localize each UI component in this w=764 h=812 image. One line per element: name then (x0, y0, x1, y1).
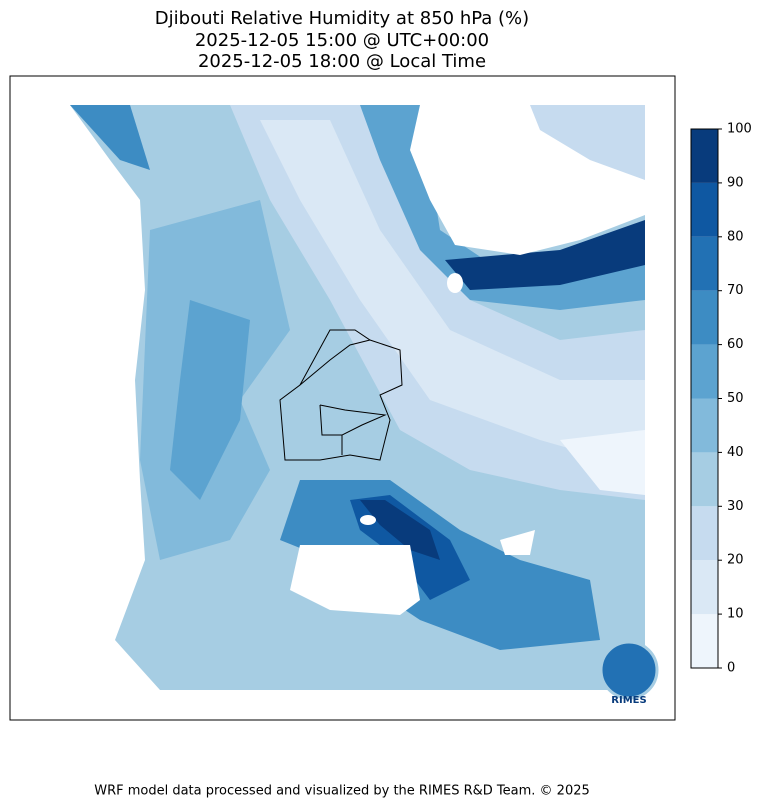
colorbar-tick-label: 60 (727, 337, 744, 352)
colorbar-band (691, 614, 718, 668)
title-line: 2025-12-05 18:00 @ Local Time (198, 51, 486, 72)
colorbar-tick-label: 70 (727, 283, 744, 298)
colorbar-band (691, 506, 718, 561)
colorbar-tick-label: 20 (727, 553, 744, 568)
mask (290, 545, 420, 615)
field (530, 105, 645, 180)
colorbar-band (691, 560, 718, 615)
colorbar-tick-label: 40 (727, 445, 744, 460)
field (170, 300, 250, 500)
logo-text: RIMES (611, 695, 646, 706)
field (360, 500, 440, 560)
colorbar-tick-label: 80 (727, 229, 744, 244)
colorbar: 0 10 20 30 40 50 60 70 80 90 100 (690, 122, 752, 676)
logo (599, 640, 659, 700)
mask (360, 515, 376, 525)
colorbar-tick-label: 10 (727, 607, 744, 622)
colorbar-band (691, 344, 718, 399)
colorbar-tick-label: 50 (727, 391, 744, 406)
field (70, 105, 150, 170)
border (299, 339, 371, 386)
colorbar-band (691, 182, 718, 237)
colorbar-band (691, 290, 718, 345)
map: RIMES (9, 75, 676, 721)
colorbar-tick-label: 90 (727, 175, 744, 190)
field (445, 220, 645, 290)
colorbar-band (691, 398, 718, 453)
colorbar-band (691, 129, 718, 183)
mask (500, 530, 535, 555)
border (319, 404, 387, 455)
colorbar-band (691, 452, 718, 507)
colorbar-band (691, 236, 718, 291)
colorbar-tick-label: 0 (727, 661, 735, 676)
title-line: 2025-12-05 15:00 @ UTC+00:00 (195, 30, 489, 51)
mask (447, 273, 463, 293)
title-line: Djibouti Relative Humidity at 850 hPa (%… (155, 8, 529, 29)
field (260, 120, 645, 470)
field (560, 430, 645, 495)
footer: WRF model data processed and visualized … (94, 784, 590, 799)
border (319, 404, 342, 436)
border (279, 329, 403, 461)
colorbar-tick-label: 100 (727, 122, 752, 137)
colorbar-tick-label: 30 (727, 499, 744, 514)
